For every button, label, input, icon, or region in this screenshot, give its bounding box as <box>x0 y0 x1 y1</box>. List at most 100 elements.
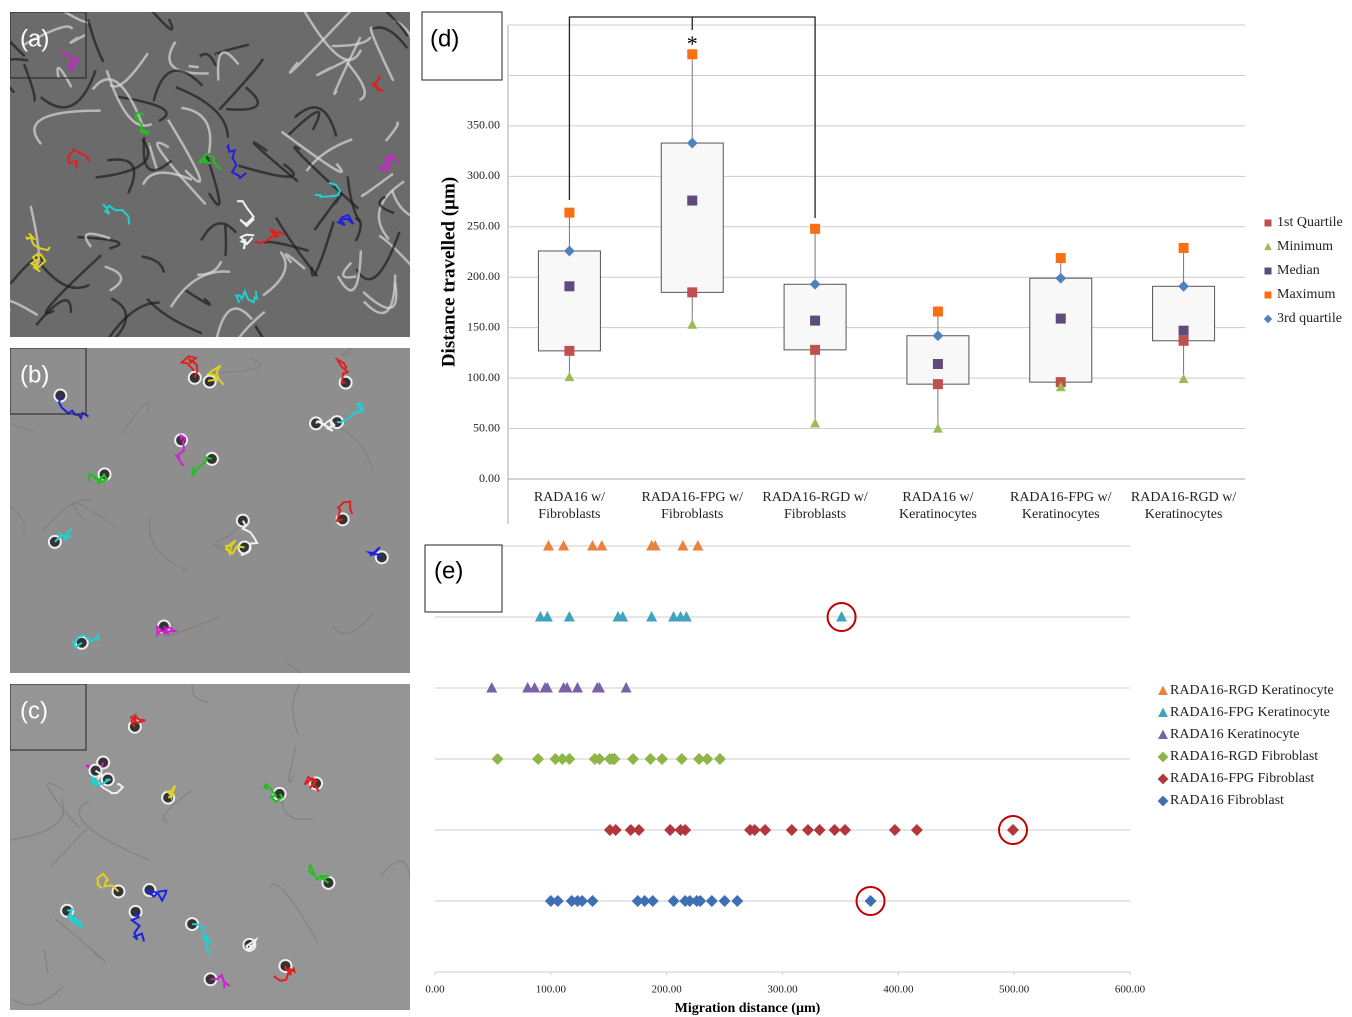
panel-label: (d) <box>430 25 459 52</box>
marker <box>677 540 688 551</box>
x-tick-label: 300.00 <box>767 984 798 996</box>
marker <box>1056 314 1066 324</box>
legend-label: Median <box>1277 263 1320 278</box>
legend-marker <box>1158 730 1168 739</box>
marker <box>564 208 574 218</box>
marker <box>814 824 826 836</box>
cell-texture <box>189 66 198 67</box>
x-tick-label: 400.00 <box>883 984 914 996</box>
legend-marker <box>1158 708 1168 717</box>
marker <box>706 895 718 907</box>
marker <box>543 540 554 551</box>
marker <box>644 753 656 765</box>
marker <box>1179 336 1189 346</box>
marker <box>627 753 639 765</box>
marker <box>529 682 540 693</box>
marker <box>719 895 731 907</box>
marker <box>687 319 697 328</box>
panel-label: (a) <box>20 25 49 52</box>
legend-marker <box>1158 796 1169 807</box>
marker <box>646 611 657 622</box>
marker <box>621 682 632 693</box>
marker <box>759 824 771 836</box>
marker <box>836 611 847 622</box>
box <box>538 251 600 351</box>
marker <box>687 287 697 297</box>
marker <box>676 753 688 765</box>
box <box>661 143 723 292</box>
marker <box>829 824 841 836</box>
x-tick-label: RADA16-FPG w/ Fibroblasts <box>633 489 751 523</box>
legend-marker <box>1158 774 1169 785</box>
panel-label: (b) <box>20 361 49 388</box>
image-panel <box>4 643 411 1010</box>
marker <box>664 824 676 836</box>
y-tick-label: 250.00 <box>467 219 500 233</box>
legend-marker <box>1265 268 1272 275</box>
y-tick-label: 200.00 <box>467 269 500 283</box>
legend-label: Maximum <box>1277 287 1335 302</box>
marker <box>656 753 668 765</box>
x-tick-label: 0.00 <box>425 984 445 996</box>
marker <box>596 540 607 551</box>
marker <box>558 540 569 551</box>
marker <box>911 824 923 836</box>
image-background <box>10 684 410 1010</box>
marker <box>647 895 659 907</box>
marker <box>564 346 574 356</box>
legend-label: RADA16-RGD Fibroblast <box>1170 749 1318 764</box>
figure: (a)(b)(c)0.0050.00100.00150.00200.00250.… <box>0 0 1352 1017</box>
legend-label: RADA16-FPG Fibroblast <box>1170 771 1314 786</box>
marker <box>552 895 564 907</box>
legend-marker <box>1264 243 1272 250</box>
marker <box>714 753 726 765</box>
marker <box>810 224 820 234</box>
marker <box>786 824 798 836</box>
marker <box>802 824 814 836</box>
marker <box>486 682 497 693</box>
legend-marker <box>1158 752 1169 763</box>
legend-label: 1st Quartile <box>1277 215 1343 230</box>
x-tick-label: RADA16-RGD w/ Keratinocytes <box>1125 489 1243 523</box>
marker <box>810 418 820 427</box>
marker <box>933 307 943 317</box>
x-axis-label: Migration distance (µm) <box>675 1001 821 1016</box>
marker <box>532 753 544 765</box>
marker <box>865 895 877 907</box>
x-tick-label: RADA16 w/ Fibroblasts <box>510 489 628 523</box>
marker <box>692 540 703 551</box>
marker <box>564 611 575 622</box>
marker <box>564 281 574 291</box>
marker <box>810 316 820 326</box>
legend-marker <box>1265 220 1272 227</box>
legend-label: 3rd quartile <box>1277 311 1342 326</box>
significance-mark: * <box>687 31 698 56</box>
x-tick-label: RADA16 w/ Keratinocytes <box>879 489 997 523</box>
marker <box>564 372 574 381</box>
x-tick-label: 200.00 <box>652 984 683 996</box>
marker <box>933 379 943 389</box>
marker <box>1179 326 1189 336</box>
marker <box>701 753 713 765</box>
x-tick-label: RADA16-FPG w/ Keratinocytes <box>1002 489 1120 523</box>
legend-label: RADA16 Keratinocyte <box>1170 727 1299 742</box>
marker <box>563 753 575 765</box>
x-tick-label: 600.00 <box>1115 984 1146 996</box>
legend-marker <box>1265 292 1272 299</box>
box <box>1030 278 1092 382</box>
legend-label: RADA16-FPG Keratinocyte <box>1170 705 1330 720</box>
legend-label: RADA16-RGD Keratinocyte <box>1170 683 1334 698</box>
y-tick-label: 50.00 <box>473 420 500 434</box>
legend-label: RADA16 Fibroblast <box>1170 793 1284 808</box>
marker <box>633 824 645 836</box>
marker <box>933 423 943 432</box>
y-tick-label: 0.00 <box>479 471 500 485</box>
legend-marker <box>1264 315 1272 323</box>
marker <box>542 611 553 622</box>
marker <box>587 895 599 907</box>
marker <box>668 895 680 907</box>
y-tick-label: 100.00 <box>467 370 500 384</box>
y-tick-label: 350.00 <box>467 118 500 132</box>
marker <box>731 895 743 907</box>
marker <box>933 359 943 369</box>
